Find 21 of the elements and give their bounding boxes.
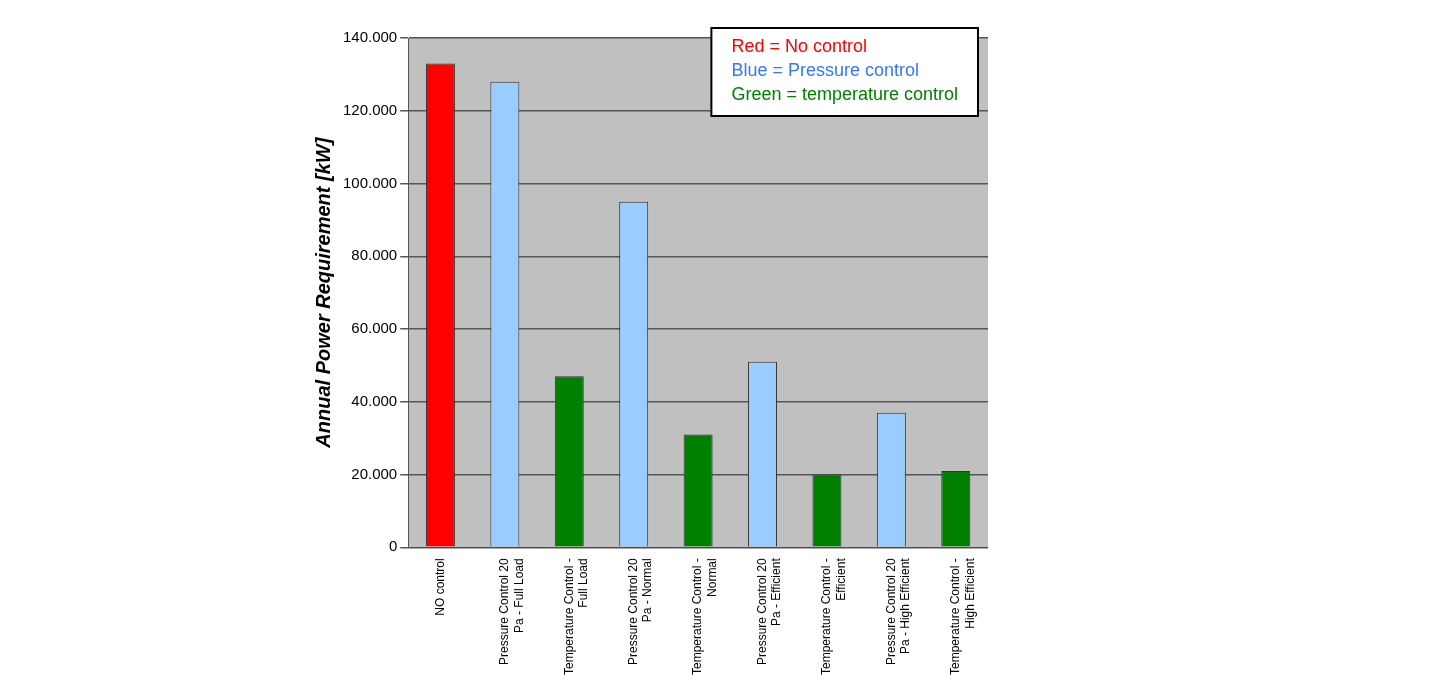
x-tick-label: Pressure Control 20 Pa - Efficient: [754, 557, 784, 666]
y-tick-label: 20.000: [351, 464, 398, 482]
annotation: Green = temperature control: [731, 83, 959, 104]
y-tick-label: 0: [388, 537, 398, 555]
x-tick-label: Temperature Control - Full Load: [561, 558, 590, 676]
y-tick-label: 140.000: [342, 28, 398, 46]
y-tick-label: 60.000: [351, 319, 398, 337]
x-tick-label: Pressure Control 20 Pa - Full Load: [497, 557, 526, 666]
x-tick-label: Temperature Control - Efficient: [819, 557, 848, 676]
x-tick-label: Temperature Control - Normal: [690, 558, 719, 676]
y-tick-label: 120.000: [342, 100, 398, 118]
x-tick-label: Pressure Control 20 Pa - Normal: [626, 557, 655, 666]
x-tick-label: NO control: [432, 558, 447, 616]
x-tick-label: Pressure Control 20 Pa - High Efficient: [883, 557, 913, 666]
y-tick-label: 80.000: [351, 246, 398, 264]
y-tick-label: 100.000: [342, 173, 398, 191]
y-tick-label: 40.000: [351, 391, 398, 409]
y-axis-title: Annual Power Requirement [kW]: [311, 136, 334, 449]
annotation: Blue = Pressure control: [731, 59, 919, 80]
x-tick-label: Temperature Control - High Efficient: [948, 557, 977, 676]
annotation: Red = No control: [731, 35, 867, 56]
